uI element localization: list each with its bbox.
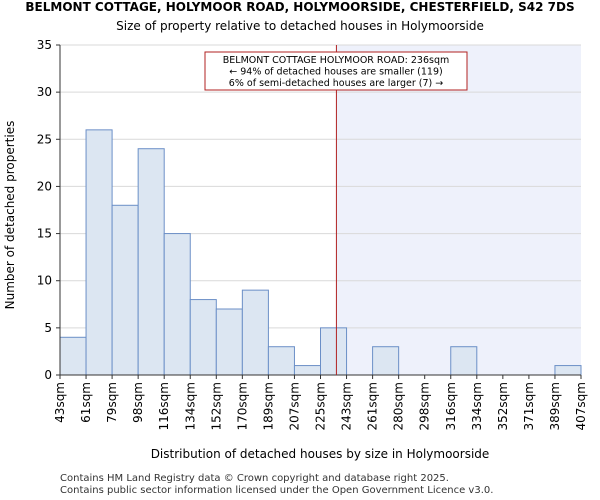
annotation-box xyxy=(204,51,468,91)
annotation-text: 6% of semi-detached houses are larger (7… xyxy=(229,78,443,89)
footer-licence: Contains public sector information licen… xyxy=(60,485,494,496)
chart-subtitle: Size of property relative to detached ho… xyxy=(116,19,484,33)
annotation-text: ← 94% of detached houses are smaller (11… xyxy=(229,67,442,78)
histogram-bar xyxy=(85,129,113,376)
y-tick-label: 30 xyxy=(37,85,52,99)
x-tick-label: 261sqm xyxy=(366,382,380,430)
y-axis-label: Number of detached properties xyxy=(3,121,17,310)
chart-title: BELMONT COTTAGE, HOLYMOOR ROAD, HOLYMOOR… xyxy=(25,0,574,14)
x-tick-label: 98sqm xyxy=(131,382,145,423)
histogram-bar xyxy=(137,148,165,376)
histogram-bar xyxy=(215,308,243,376)
x-tick-label: 352sqm xyxy=(496,382,510,430)
y-tick-label: 10 xyxy=(37,274,52,288)
x-tick-label: 61sqm xyxy=(79,382,93,423)
x-tick-label: 207sqm xyxy=(287,382,301,430)
x-tick-label: 225sqm xyxy=(314,382,328,430)
x-tick-label: 170sqm xyxy=(235,382,249,430)
x-tick-label: 116sqm xyxy=(157,382,171,430)
histogram-bar xyxy=(241,289,269,376)
x-axis-label: Distribution of detached houses by size … xyxy=(151,447,490,461)
x-tick-label: 389sqm xyxy=(548,382,562,430)
histogram-bar xyxy=(293,365,322,376)
histogram-bar xyxy=(163,233,191,376)
y-tick-label: 0 xyxy=(44,368,52,382)
x-tick-label: 298sqm xyxy=(418,382,432,430)
y-tick-label: 20 xyxy=(37,179,52,193)
x-tick-label: 243sqm xyxy=(340,382,354,430)
highlight-region xyxy=(336,45,581,375)
histogram-bar xyxy=(111,204,139,376)
histogram-bar xyxy=(554,365,582,376)
y-tick-label: 35 xyxy=(37,38,52,52)
y-tick-label: 25 xyxy=(37,132,52,146)
histogram-bar xyxy=(450,346,478,376)
histogram-bar xyxy=(267,346,295,376)
histogram-bar xyxy=(372,346,400,376)
x-tick-label: 316sqm xyxy=(444,382,458,430)
histogram-bar xyxy=(189,299,217,376)
y-tick-label: 15 xyxy=(37,227,52,241)
y-tick-label: 5 xyxy=(44,321,52,335)
histogram-bar xyxy=(59,336,87,376)
x-tick-label: 334sqm xyxy=(470,382,484,430)
footer-copyright: Contains HM Land Registry data © Crown c… xyxy=(60,473,449,484)
x-tick-label: 371sqm xyxy=(522,382,536,430)
x-tick-label: 43sqm xyxy=(53,382,67,423)
x-tick-label: 134sqm xyxy=(183,382,197,430)
plot-area: 0 5 10 15 20 25 30 35 43sqm 61sqm 79sqm 98sqm 116sqm… xyxy=(37,38,588,430)
x-tick-label: 189sqm xyxy=(261,382,275,430)
annotation-text: BELMONT COTTAGE HOLYMOOR ROAD: 236sqm xyxy=(223,55,449,66)
x-tick-label: 280sqm xyxy=(392,382,406,430)
histogram-chart: BELMONT COTTAGE, HOLYMOOR ROAD, HOLYMOOR… xyxy=(3,0,588,461)
histogram-bar xyxy=(320,327,348,376)
x-tick-label: 407sqm xyxy=(574,382,588,430)
x-tick-label: 79sqm xyxy=(105,382,119,423)
x-tick-label: 152sqm xyxy=(209,382,223,430)
